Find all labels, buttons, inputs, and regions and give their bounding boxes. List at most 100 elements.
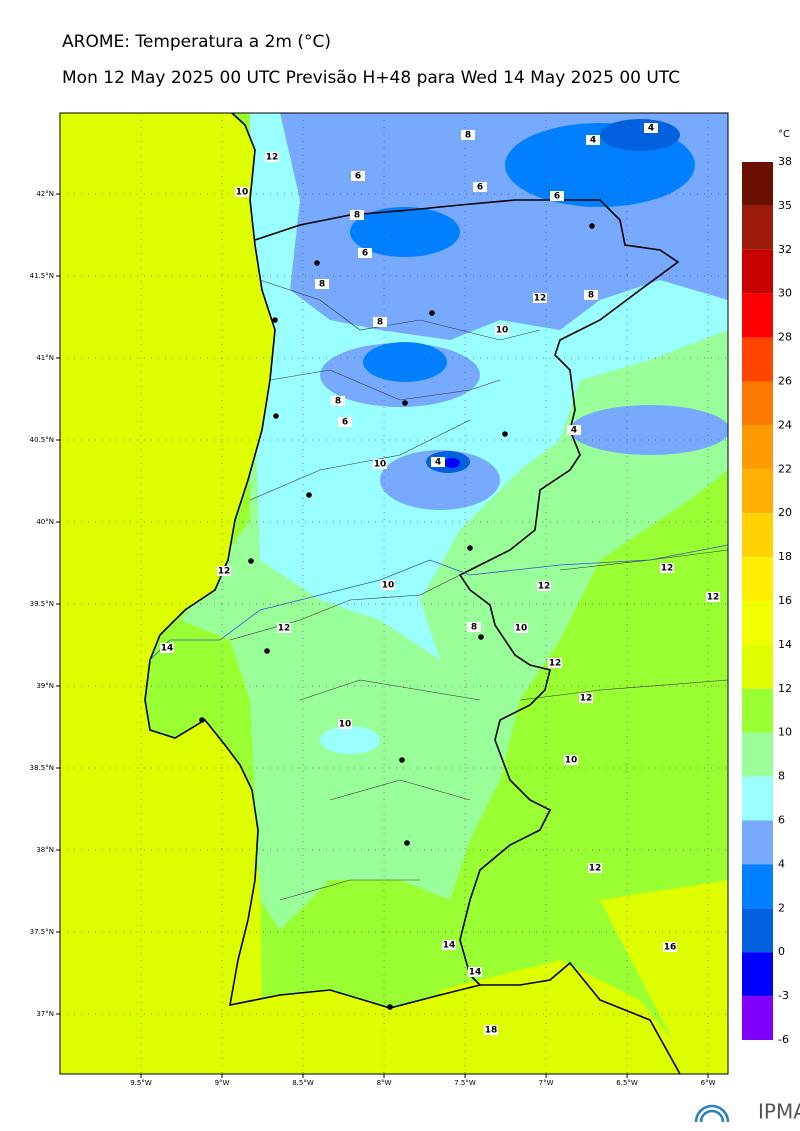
colorbar-box: [742, 776, 773, 821]
contour-label: 8: [471, 623, 477, 633]
colorbar-tick-label: 24: [778, 418, 792, 431]
city: [402, 400, 408, 406]
contour-label-bg: [564, 755, 578, 765]
contour-label-bg: [467, 622, 481, 632]
contour-label-bg: [584, 290, 598, 300]
contour-label: 12: [707, 593, 720, 603]
colorbar-tick-label: 16: [778, 594, 792, 607]
river: [149, 544, 728, 661]
city: [314, 260, 320, 266]
contour-label-bg: [160, 643, 174, 653]
contour-label: 10: [515, 624, 528, 634]
lon-tick-label: 6.5°W: [616, 1079, 638, 1087]
lon-tick-label: 8°W: [377, 1079, 392, 1087]
colorbar-tick-label: 32: [778, 243, 792, 256]
contour-label-bg: [442, 940, 456, 950]
contour-label-bg: [514, 623, 528, 633]
city: [273, 413, 279, 419]
city: [272, 317, 278, 323]
colorbar-tick-label: 6: [778, 814, 785, 827]
city: [248, 558, 254, 564]
lon-tick-label: 9°W: [215, 1079, 230, 1087]
colorbar-tick-label: 14: [778, 638, 792, 651]
contour-label-bg: [217, 566, 231, 576]
lat-tick-label: 38°N: [36, 846, 54, 854]
colorbar-tick-label: 35: [778, 199, 792, 212]
colorbar-tick-label: 20: [778, 506, 792, 519]
colorbar-tick-label: 28: [778, 331, 792, 344]
colorbar-tick-label: 22: [778, 462, 792, 475]
contour-label-bg: [235, 187, 249, 197]
colorbar-box: [742, 162, 773, 206]
contour-label-bg: [567, 425, 581, 435]
border: [254, 199, 680, 986]
contour-label: 18: [485, 1026, 498, 1036]
cities: [199, 223, 595, 1010]
colorbar-box: [742, 732, 773, 777]
contour-label-bg: [644, 123, 658, 133]
colorbar-box: [742, 513, 773, 558]
contour-label: 10: [339, 720, 352, 730]
colorbar-tick-label: -3: [778, 989, 789, 1002]
contour-label-bg: [588, 863, 602, 873]
contour-label: 12: [589, 864, 602, 874]
contour-label: 10: [382, 581, 395, 591]
colorbar-box: [742, 820, 773, 865]
city: [589, 223, 595, 229]
colorbar-tick-label: 38: [778, 155, 792, 168]
contour-label: 12: [266, 153, 279, 163]
contour-label-bg: [468, 967, 482, 977]
colorbar-box: [742, 996, 773, 1040]
colorbar-box: [742, 908, 773, 953]
contour-label: 12: [534, 294, 547, 304]
lon-tick-label: 9.5°W: [130, 1079, 152, 1087]
contour-label-bg: [351, 171, 365, 181]
city: [429, 310, 435, 316]
lat-tick-label: 41°N: [36, 354, 54, 362]
contour-label: 8: [335, 397, 341, 407]
colorbar-box: [742, 381, 773, 426]
contour-label-bg: [461, 130, 475, 140]
contour-label: 10: [374, 460, 387, 470]
city: [399, 757, 405, 763]
contour-label-bg: [358, 248, 372, 258]
contour-label: 14: [443, 941, 456, 951]
contour-label: 14: [161, 644, 174, 654]
contour-label-bg: [586, 135, 600, 145]
colorbar-box: [742, 205, 773, 250]
lat-tick-label: 40.5°N: [30, 436, 54, 444]
contour-label-bg: [484, 1025, 498, 1035]
contour-label-bg: [473, 182, 487, 192]
city: [387, 1004, 393, 1010]
contour-label-bg: [579, 693, 593, 703]
colorbar-box: [742, 425, 773, 470]
colorbar-box: [742, 864, 773, 909]
colorbar-box: [742, 337, 773, 382]
lat-tick-label: 38.5°N: [30, 764, 54, 772]
subtitle: Mon 12 May 2025 00 UTC Previsão H+48 par…: [62, 68, 680, 88]
map: [60, 113, 728, 1074]
lon-tick-label: 7°W: [539, 1079, 554, 1087]
colorbar-tick-label: 26: [778, 375, 792, 388]
contour-label-bg: [373, 459, 387, 469]
logo-mark: [694, 1104, 730, 1123]
contour-label-bg: [706, 592, 720, 602]
colorbar-box: [742, 601, 773, 645]
colorbar-tick-label: 12: [778, 682, 792, 695]
contour-label-bg: [548, 658, 562, 668]
logo: IPMA: [758, 1100, 800, 1124]
contour-label-bg: [495, 325, 509, 335]
lat-tick-label: 37°N: [36, 1010, 54, 1018]
map-frame: [59, 112, 729, 1075]
contour-label: 12: [549, 659, 562, 669]
colorbar-tick-label: 2: [778, 901, 785, 914]
colorbar-tick-label: 8: [778, 770, 785, 783]
colorbar-tick-label: 4: [778, 857, 785, 870]
contour-label-bg: [537, 581, 551, 591]
contour-label-bg: [315, 279, 329, 289]
contour-label: 12: [580, 694, 593, 704]
contour-label: 8: [588, 291, 594, 301]
colorbar-unit: °C: [778, 129, 790, 140]
colorbar-tick-label: 10: [778, 726, 792, 739]
